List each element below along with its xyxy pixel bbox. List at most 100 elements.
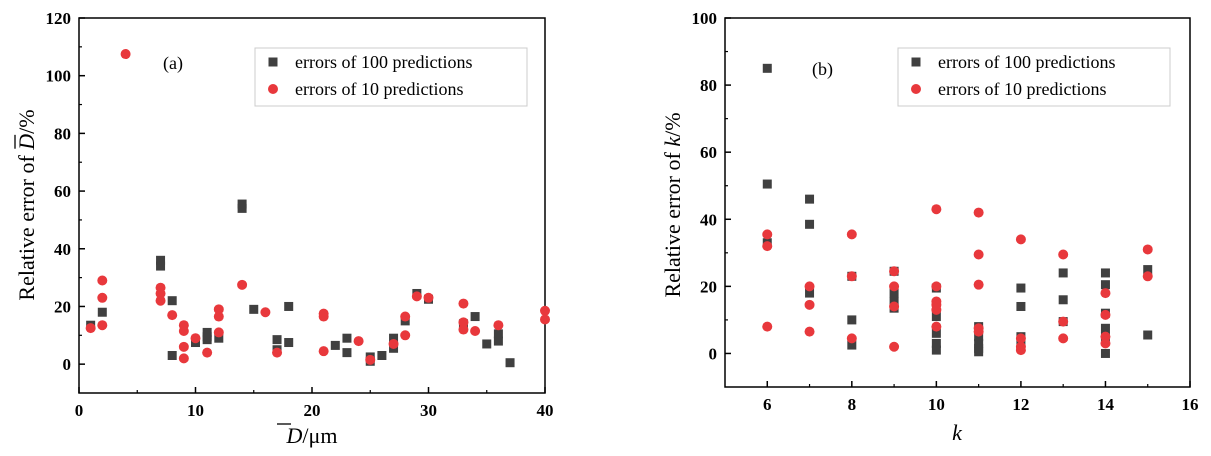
data-point-circle — [804, 326, 815, 337]
data-point-square — [1143, 265, 1153, 275]
data-point-square — [493, 336, 503, 346]
y-tick-label: 60 — [700, 143, 717, 162]
y-tick-label: 60 — [54, 182, 71, 201]
data-point-circle — [804, 299, 815, 310]
chart-panel-b: 6 8 10 12 14 16 0 20 40 60 80 100 (b) errors of 100 p… — [660, 9, 1199, 445]
data-point-circle — [400, 330, 411, 341]
data-point-circle — [178, 353, 189, 364]
data-point-circle — [1015, 333, 1026, 344]
data-point-square — [974, 347, 984, 357]
data-point-square — [249, 304, 259, 314]
data-point-circle — [1100, 338, 1111, 349]
x-tick-label: 20 — [304, 401, 321, 420]
data-point-square — [931, 312, 941, 322]
legend-box — [254, 47, 528, 107]
legend-label: errors of 10 predictions — [938, 79, 1106, 99]
data-point-square — [377, 351, 387, 360]
data-point-square — [284, 301, 294, 311]
legend-marker — [268, 84, 278, 94]
data-point-square — [805, 288, 815, 298]
data-point-circle — [846, 271, 857, 282]
data-point-square — [931, 328, 941, 338]
series-squares — [762, 63, 1153, 358]
data-point-square — [342, 348, 352, 358]
data-point-circle — [97, 292, 108, 303]
data-point-square — [167, 351, 177, 360]
x-tick-label: 16 — [1182, 395, 1199, 414]
legend-label: errors of 100 predictions — [295, 52, 472, 72]
plot-frame — [724, 17, 1191, 388]
series-squares — [86, 199, 515, 368]
x-axis-title: D/μm — [286, 423, 338, 448]
data-point-square — [974, 338, 984, 348]
y-axis-variable: D — [14, 134, 39, 151]
data-point-square — [1058, 268, 1068, 278]
data-point-circle — [931, 204, 942, 215]
legend-box — [897, 47, 1171, 107]
data-point-circle — [97, 275, 108, 286]
data-point-circle — [155, 288, 166, 299]
data-point-circle — [804, 281, 815, 292]
data-point-square — [493, 329, 503, 339]
series-circles — [762, 204, 1153, 356]
data-point-circle — [889, 301, 900, 312]
data-point-square — [156, 261, 166, 271]
data-point-square — [505, 358, 515, 368]
x-tick-label: 10 — [187, 401, 204, 420]
data-point-circle — [213, 304, 224, 315]
legend-marker — [268, 57, 278, 67]
data-point-circle — [155, 295, 166, 306]
y-tick-label: 40 — [54, 240, 71, 259]
data-point-circle — [540, 314, 550, 325]
data-point-square — [97, 307, 107, 317]
data-point-circle — [889, 266, 900, 277]
data-point-circle — [190, 333, 201, 344]
data-point-square — [167, 296, 177, 306]
data-point-circle — [400, 311, 411, 322]
data-point-square — [1100, 323, 1110, 333]
series-circles — [85, 49, 550, 365]
x-axis-variable: D — [286, 423, 303, 448]
data-point-square — [156, 255, 166, 265]
y-tick-label: 20 — [54, 297, 71, 316]
panel-label: (b) — [812, 59, 833, 80]
data-point-square — [847, 340, 857, 350]
data-point-square — [889, 296, 899, 306]
data-point-circle — [260, 307, 271, 318]
y-axis-title: Relative error of k/% — [660, 112, 685, 297]
data-point-square — [1016, 283, 1026, 293]
data-point-circle — [458, 324, 469, 335]
data-point-square — [762, 63, 772, 73]
data-point-circle — [458, 317, 469, 328]
data-point-circle — [931, 304, 942, 315]
data-point-circle — [1015, 345, 1026, 356]
data-point-square — [805, 219, 815, 229]
data-point-circle — [889, 341, 900, 352]
x-tick-label: 14 — [1097, 395, 1115, 414]
data-point-circle — [1058, 316, 1069, 327]
data-point-circle — [365, 354, 376, 365]
x-tick-label: 12 — [1012, 395, 1029, 414]
data-point-circle — [973, 207, 984, 218]
data-point-square — [389, 333, 399, 343]
legend: errors of 100 predictions errors of 10 pr… — [254, 47, 528, 107]
y-tick-label: 120 — [46, 9, 72, 28]
data-point-circle — [353, 336, 364, 347]
data-point-circle — [889, 281, 900, 292]
y-axis-prefix: Relative error of — [14, 150, 39, 301]
data-point-square — [272, 335, 282, 345]
data-point-square — [847, 315, 857, 325]
panel-label: (a) — [163, 53, 183, 74]
data-point-circle — [272, 347, 283, 358]
data-point-square — [1100, 268, 1110, 278]
data-point-square — [330, 340, 340, 350]
data-point-square — [237, 203, 247, 213]
x-axis-title: k — [952, 420, 963, 445]
data-point-circle — [213, 311, 224, 322]
y-tick-label: 100 — [46, 67, 72, 86]
data-point-circle — [762, 321, 773, 332]
legend-marker — [911, 84, 921, 94]
data-point-square — [202, 335, 212, 345]
data-point-circle — [540, 305, 550, 316]
data-point-circle — [388, 338, 399, 349]
